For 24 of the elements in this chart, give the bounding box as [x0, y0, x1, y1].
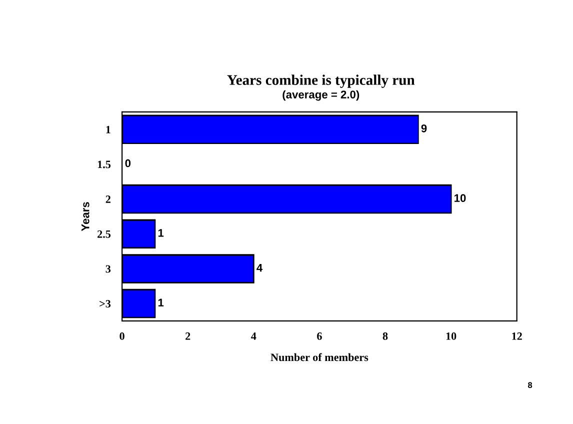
- y-tick-label: 2: [106, 196, 110, 203]
- x-tick-label: 2: [186, 332, 190, 340]
- x-tick-label: 10: [446, 332, 456, 340]
- data-label: 10: [454, 194, 466, 202]
- y-tick-label: 2.5: [98, 230, 111, 238]
- y-tick-label: 1.5: [98, 160, 111, 168]
- y-tick-label: >3: [100, 300, 111, 308]
- data-label: 9: [421, 124, 427, 132]
- y-tick-label: 3: [106, 265, 111, 273]
- data-label: 1: [158, 229, 164, 237]
- chart-title: Years combine is typically run: [227, 74, 415, 88]
- x-tick-label: 8: [382, 332, 388, 340]
- x-tick-label: 4: [251, 332, 256, 340]
- chart-subtitle: (average = 2.0): [282, 90, 360, 101]
- x-tick-label: 0: [120, 332, 124, 340]
- text: 8: [528, 382, 532, 388]
- data-label: 0: [125, 159, 131, 168]
- x-axis-title: Number of members: [270, 353, 368, 362]
- y-tick-label: 1: [106, 126, 110, 134]
- x-tick-label: 12: [512, 332, 522, 340]
- x-tick-label: 6: [317, 332, 322, 340]
- data-label: 4: [256, 264, 263, 272]
- data-label: 1: [158, 298, 164, 306]
- y-axis-title: Years: [82, 202, 90, 232]
